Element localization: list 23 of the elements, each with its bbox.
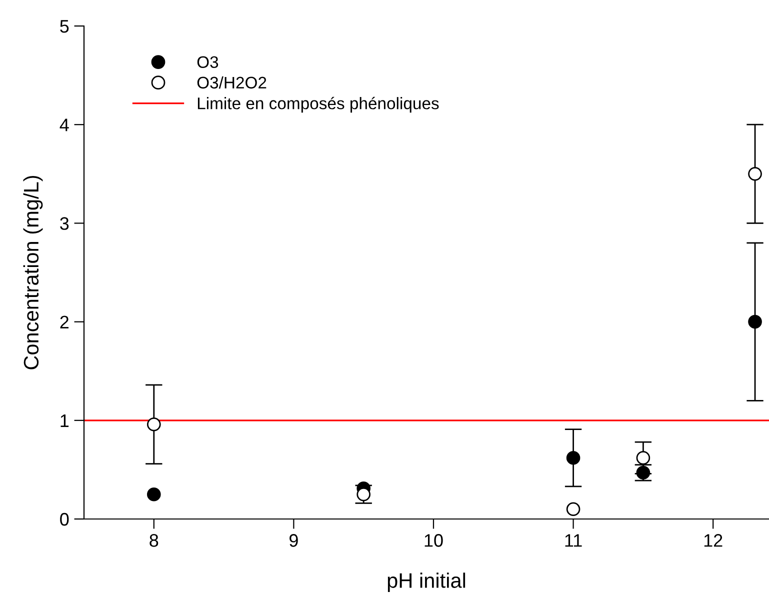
y-tick-label: 1 [60,414,69,427]
y-tick-label: 2 [60,316,69,328]
y-tick-label: 0 [60,512,69,526]
x-axis-title: pH initial [388,572,466,592]
point [146,487,161,502]
legend-label: O3/H2O2 [197,76,266,89]
y-tick-label: 4 [60,118,69,132]
x-tick-label: 8 [150,534,158,547]
y-tick-label: 5 [60,20,69,33]
point [748,314,762,329]
y-tick-label: 3 [60,217,69,230]
point [636,450,650,465]
point [146,417,161,432]
point [566,502,580,516]
point [566,450,580,465]
point [748,166,762,181]
y-axis-title: Concentration (mg/L) [23,176,43,370]
x-tick-label: 9 [290,534,298,547]
x-tick-label: 10 [424,534,443,547]
x-tick-label: 11 [565,534,582,547]
legend-label: Limite en composés phénoliques [198,96,439,113]
legend-label: O3 [197,56,218,68]
x-tick-label: 12 [704,534,722,547]
